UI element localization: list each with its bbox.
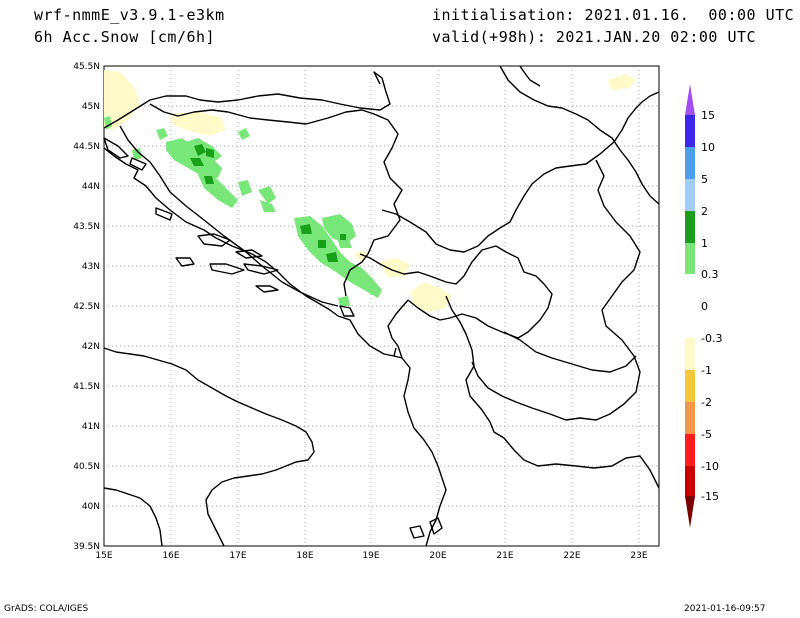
colorbar-box [685,338,695,370]
colorbar-label: -15 [701,490,719,503]
colorbar-label: -10 [701,460,719,473]
lon-label: 15E [95,551,112,561]
colorbar-box [685,147,695,179]
lon-label: 18E [296,551,313,561]
lat-label: 42N [82,342,100,352]
lon-label: 22E [563,551,580,561]
colorbar: 15 10 5 2 1 0.3 0 -0.3 -1 -2 -5 -10 -15 [685,84,722,528]
map-frame [103,65,660,547]
lon-label: 19E [362,551,379,561]
lat-label: 41.5N [73,382,100,392]
colorbar-label: -1 [701,364,712,377]
snow-dark-green [190,144,346,262]
lat-label: 45.5N [73,62,100,72]
field-title: 6h Acc.Snow [cm/6h] [34,28,216,46]
lat-label: 43N [82,262,100,272]
colorbar-label: 0 [701,300,708,313]
lat-axis: 45.5N 45N 44.5N 44N 43.5N 43N 42.5N 42N … [73,62,100,552]
colorbar-label: 2 [701,205,708,218]
valid-time: valid(+98h): 2021.JAN.20 02:00 UTC [432,28,757,46]
render-timestamp: 2021-01-16-09:57 [684,604,766,614]
lon-label: 21E [496,551,513,561]
colorbar-box [685,179,695,211]
snow-light-green [104,116,382,306]
coastlines-borders [103,65,660,547]
colorbar-box [685,115,695,147]
colorbar-label: 1 [701,237,708,250]
lat-label: 41N [82,422,100,432]
colorbar-label: 15 [701,109,715,122]
colorbar-box [685,274,695,338]
colorbar-bottom-arrow [685,496,695,528]
lon-label: 17E [229,551,246,561]
lon-label: 16E [162,551,179,561]
init-time: initialisation: 2021.01.16. 00:00 UTC [432,6,795,24]
lon-label: 20E [429,551,446,561]
lat-label: 44.5N [73,142,100,152]
model-title: wrf-nmmE_v3.9.1-e3km [34,6,225,24]
colorbar-box [685,434,695,466]
colorbar-label: -5 [701,428,712,441]
colorbar-top-arrow [685,84,695,115]
colorbar-label: 10 [701,141,715,154]
colorbar-box [685,211,695,243]
colorbar-label: -0.3 [701,332,722,345]
colorbar-box [685,243,695,274]
lat-label: 40.5N [73,462,100,472]
lat-label: 42.5N [73,302,100,312]
lat-label: 40N [82,502,100,512]
lat-label: 43.5N [73,222,100,232]
colorbar-box [685,466,695,496]
lon-axis: 15E 16E 17E 18E 19E 20E 21E 22E 23E [95,551,647,561]
lat-label: 39.5N [73,542,100,552]
grads-credit: GrADS: COLA/IGES [4,604,89,614]
colorbar-label: 5 [701,173,708,186]
lat-label: 44N [82,182,100,192]
colorbar-box [685,402,695,434]
colorbar-label: 0.3 [701,268,719,281]
lat-label: 45N [82,102,100,112]
lon-label: 23E [630,551,647,561]
colorbar-box [685,370,695,402]
colorbar-label: -2 [701,396,712,409]
